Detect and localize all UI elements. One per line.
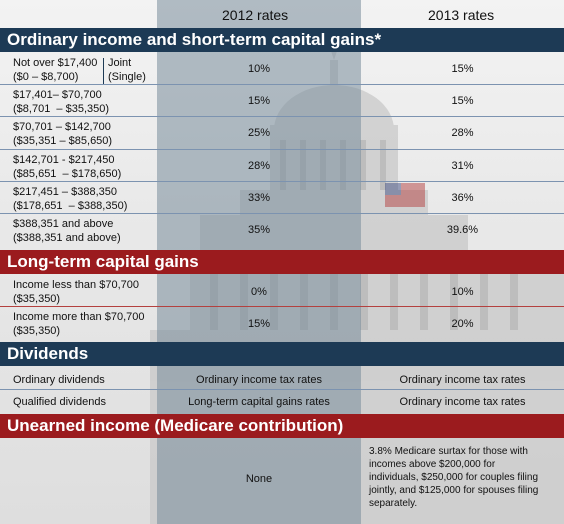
- rate-2012: 33%: [247, 192, 271, 204]
- long-term-label: Income less than $70,700 ($35,350): [13, 279, 139, 305]
- unearned-2013-line: separately.: [369, 498, 418, 509]
- unearned-2013-line: individuals, $250,000 for couples filing: [369, 472, 538, 483]
- row-divider: [0, 389, 564, 390]
- rate-2013: 15%: [451, 63, 474, 75]
- bracket-label: $142,701 - $217,450 ($85,651 – $178,650): [13, 154, 122, 180]
- row-divider: [0, 149, 564, 150]
- row-divider: [0, 181, 564, 182]
- rate-2013: Ordinary income tax rates: [399, 374, 526, 386]
- section-long-term-capital-gains: Long-term capital gains: [0, 250, 564, 274]
- section-dividends: Dividends: [0, 342, 564, 366]
- row-divider: [0, 306, 564, 307]
- section-unearned-income: Unearned income (Medicare contribution): [0, 414, 564, 438]
- rate-2012: 15%: [247, 95, 271, 107]
- bracket-label: $70,701 – $142,700 ($35,351 – $85,650): [13, 121, 113, 147]
- joint-single-tag: Joint (Single): [108, 57, 146, 83]
- rate-2012: 28%: [247, 160, 271, 172]
- long-term-label: Income more than $70,700 ($35,350): [13, 311, 145, 337]
- section-ordinary-income: Ordinary income and short-term capital g…: [0, 28, 564, 52]
- unearned-2013-line: jointly, and $125,000 for spouses filing: [369, 485, 539, 496]
- rate-2013: 10%: [451, 286, 474, 298]
- row-divider: [0, 213, 564, 214]
- joint-single-divider: [103, 58, 104, 84]
- bracket-label: Not over $17,400 ($0 – $8,700): [13, 57, 98, 83]
- rate-2013: 15%: [451, 95, 474, 107]
- unearned-2012-rate: None: [245, 473, 273, 485]
- dividend-label: Ordinary dividends: [13, 374, 105, 386]
- rate-2013: 39.6%: [446, 224, 479, 236]
- dividend-label: Qualified dividends: [13, 396, 106, 408]
- rate-2012: 15%: [247, 318, 271, 330]
- rate-2012: 25%: [247, 127, 271, 139]
- rate-2013: 20%: [451, 318, 474, 330]
- column-header-row: 2012 rates 2013 rates: [0, 0, 564, 29]
- rate-2013: 36%: [451, 192, 474, 204]
- rate-2012: 10%: [247, 63, 271, 75]
- rate-2012: 35%: [247, 224, 271, 236]
- bracket-label: $17,401– $70,700 ($8,701 – $35,350): [13, 89, 110, 115]
- rate-2012: Ordinary income tax rates: [196, 374, 322, 386]
- column-header-2012: 2012 rates: [222, 7, 289, 23]
- unearned-2013-line: incomes above $200,000 for: [369, 459, 496, 470]
- rate-2013: 31%: [451, 160, 474, 172]
- unearned-2013-line: 3.8% Medicare surtax for those with: [369, 446, 528, 457]
- bracket-label: $388,351 and above ($388,351 and above): [13, 218, 121, 244]
- rate-2012: Long-term capital gains rates: [188, 396, 330, 408]
- rate-2013: 28%: [451, 127, 474, 139]
- rate-2012: 0%: [251, 286, 267, 298]
- row-divider: [0, 84, 564, 85]
- rate-2013: Ordinary income tax rates: [399, 396, 526, 408]
- unearned-2013-rate: 3.8% Medicare surtax for those with incom…: [369, 445, 559, 510]
- column-header-2013: 2013 rates: [428, 7, 495, 23]
- row-divider: [0, 116, 564, 117]
- bracket-label: $217,451 – $388,350 ($178,651 – $388,350…: [13, 186, 128, 212]
